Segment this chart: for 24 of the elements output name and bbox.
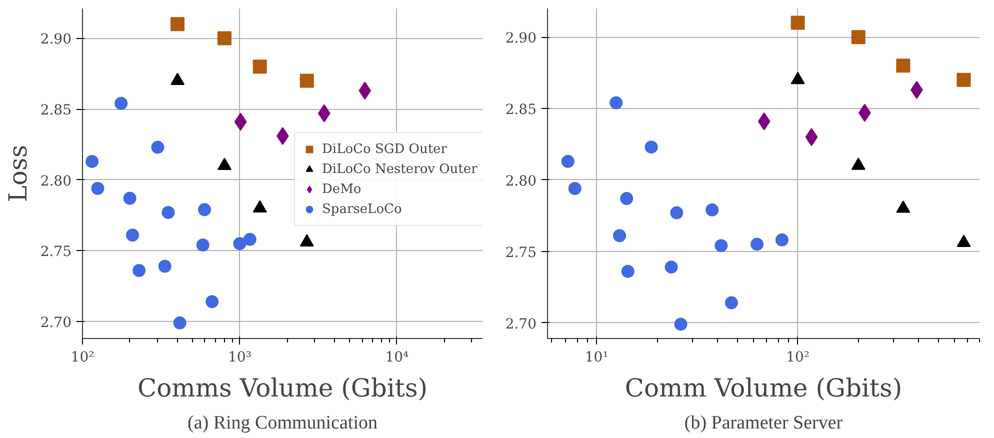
legend-label: DiLoCo SGD Outer bbox=[322, 140, 447, 158]
x-axis-title: Comms Volume (Gbits) bbox=[137, 374, 428, 402]
text: (b) Parameter Server bbox=[684, 412, 844, 434]
x-tick-label: 10² bbox=[786, 350, 810, 366]
y-tick-label: 2.75 bbox=[505, 244, 536, 261]
y-tick-label: 2.80 bbox=[40, 173, 72, 190]
y-tick-label: 2.70 bbox=[40, 315, 72, 332]
text: (a) Ring Communication bbox=[188, 412, 378, 434]
legend-label: SparseLoCo bbox=[322, 200, 402, 218]
y-tick-label: 2.85 bbox=[40, 102, 72, 119]
x-tick-label: 10² bbox=[70, 350, 94, 366]
legend-label: DeMo bbox=[322, 180, 362, 198]
x-tick-label: 10³ bbox=[228, 350, 252, 366]
x-axis-title: Comm Volume (Gbits) bbox=[624, 374, 902, 402]
legend-label: DiLoCo Nesterov Outer bbox=[322, 160, 478, 178]
y-tick-label: 2.70 bbox=[505, 316, 536, 332]
x-tick-label: 10¹ bbox=[584, 350, 608, 366]
y-tick-label: 2.80 bbox=[505, 173, 536, 190]
y-tick-label: 2.75 bbox=[40, 244, 72, 260]
x-tick-label: 10⁴ bbox=[385, 350, 410, 366]
y-axis-title: Loss bbox=[3, 144, 32, 202]
y-tick-label: 2.90 bbox=[505, 30, 536, 47]
y-tick-label: 2.85 bbox=[505, 102, 536, 118]
y-tick-label: 2.90 bbox=[40, 32, 72, 48]
